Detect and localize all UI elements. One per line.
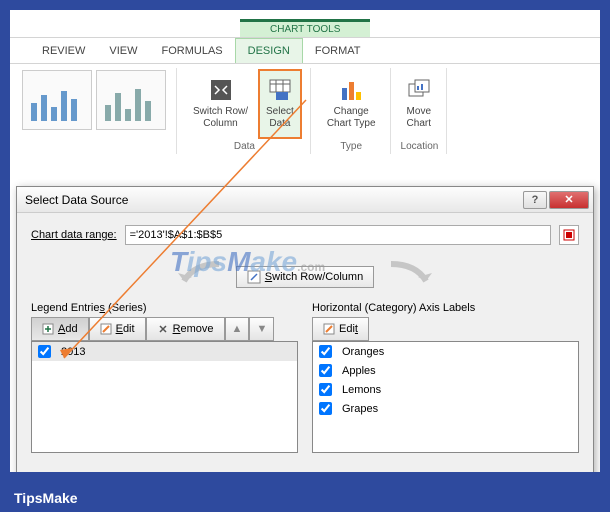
tab-view[interactable]: VIEW — [97, 39, 149, 63]
dialog-close-button[interactable]: ✕ — [549, 191, 589, 209]
chart-style-preview-1[interactable] — [22, 70, 92, 130]
category-checkbox[interactable] — [319, 345, 332, 358]
edit-axis-label: Edit — [339, 323, 358, 335]
ribbon-tabs: REVIEW VIEW FORMULAS DESIGN FORMAT — [10, 38, 600, 64]
chart-data-range-input[interactable] — [125, 225, 551, 245]
move-chart-button[interactable]: Move Chart — [401, 69, 437, 139]
list-item[interactable]: Apples — [313, 361, 578, 380]
remove-label: Remove — [173, 323, 214, 335]
axis-labels-column: Horizontal (Category) Axis Labels Edit O… — [312, 302, 579, 453]
chart-data-range-label: Chart data range: — [31, 229, 117, 241]
excel-window: CHART TOOLS REVIEW VIEW FORMULAS DESIGN … — [10, 10, 600, 472]
category-name: Lemons — [342, 384, 381, 396]
range-picker-button[interactable] — [559, 225, 579, 245]
curved-arrow-right — [386, 259, 436, 294]
move-up-button[interactable]: ▲ — [225, 317, 250, 341]
series-checkbox[interactable] — [38, 345, 51, 358]
data-group-label: Data — [187, 139, 302, 154]
add-icon — [42, 323, 54, 335]
axis-labels-label: Horizontal (Category) Axis Labels — [312, 302, 579, 314]
ribbon-group-type: Change Chart Type Type — [313, 68, 391, 154]
ribbon-contextual-row: CHART TOOLS — [10, 10, 600, 38]
category-checkbox[interactable] — [319, 383, 332, 396]
category-name: Apples — [342, 365, 376, 377]
list-item[interactable]: Oranges — [313, 342, 578, 361]
move-chart-label: Move Chart — [407, 106, 431, 130]
dialog-titlebar: Select Data Source ? ✕ — [17, 187, 593, 213]
chart-type-icon — [339, 78, 363, 102]
curved-arrow-left — [174, 259, 224, 294]
categories-listbox[interactable]: Oranges Apples Lemons Grapes — [312, 341, 579, 453]
chart-style-preview-2[interactable] — [96, 70, 166, 130]
list-item[interactable]: 2013 — [32, 342, 297, 361]
ribbon-body: Switch Row/ Column Select Data Data Chan… — [10, 64, 600, 158]
change-type-label: Change Chart Type — [327, 106, 376, 130]
switch-row-column-button[interactable]: Switch Row/ Column — [187, 69, 254, 139]
dialog-title-text: Select Data Source — [25, 193, 128, 207]
add-label: Add — [58, 323, 78, 335]
type-group-label: Type — [321, 139, 382, 154]
legend-entries-label: Legend Entries (Series) — [31, 302, 298, 314]
select-data-button[interactable]: Select Data — [258, 69, 302, 139]
chart-styles-group — [20, 68, 177, 154]
page-footer-brand: TipsMake — [14, 490, 78, 506]
category-checkbox[interactable] — [319, 402, 332, 415]
switch-row-column-dialog-button[interactable]: Switch Row/Column — [236, 266, 374, 288]
location-group-label: Location — [401, 139, 439, 154]
move-down-button[interactable]: ▼ — [249, 317, 274, 341]
select-data-icon — [268, 78, 292, 102]
switch-btn-label: Switch Row/Column — [265, 271, 363, 283]
remove-icon — [157, 323, 169, 335]
category-name: Oranges — [342, 346, 384, 358]
change-chart-type-button[interactable]: Change Chart Type — [321, 69, 382, 139]
remove-series-button[interactable]: Remove — [146, 317, 225, 341]
tab-formulas[interactable]: FORMULAS — [150, 39, 235, 63]
legend-entries-column: Legend Entries (Series) Add Edit Remo — [31, 302, 298, 453]
dialog-help-button[interactable]: ? — [523, 191, 547, 209]
series-name: 2013 — [61, 346, 85, 358]
add-series-button[interactable]: Add — [31, 317, 89, 341]
tab-review[interactable]: REVIEW — [30, 39, 97, 63]
edit-label: Edit — [116, 323, 135, 335]
edit-axis-button[interactable]: Edit — [312, 317, 369, 341]
ribbon-group-data: Switch Row/ Column Select Data Data — [179, 68, 311, 154]
switch-icon — [209, 78, 233, 102]
tab-design[interactable]: DESIGN — [235, 38, 303, 63]
category-checkbox[interactable] — [319, 364, 332, 377]
list-item[interactable]: Grapes — [313, 399, 578, 418]
chart-tools-context: CHART TOOLS — [240, 19, 370, 37]
select-data-source-dialog: Select Data Source ? ✕ Chart data range:… — [16, 186, 594, 472]
ribbon-group-location: Move Chart Location — [393, 68, 448, 154]
series-listbox[interactable]: 2013 — [31, 341, 298, 453]
list-item[interactable]: Lemons — [313, 380, 578, 399]
move-chart-icon — [407, 78, 431, 102]
switch-icon-small — [247, 270, 261, 284]
edit-icon — [323, 323, 335, 335]
edit-series-button[interactable]: Edit — [89, 317, 146, 341]
tab-format[interactable]: FORMAT — [303, 39, 373, 63]
category-name: Grapes — [342, 403, 378, 415]
edit-icon — [100, 323, 112, 335]
select-data-label: Select Data — [266, 106, 294, 130]
switch-label: Switch Row/ Column — [193, 106, 248, 130]
